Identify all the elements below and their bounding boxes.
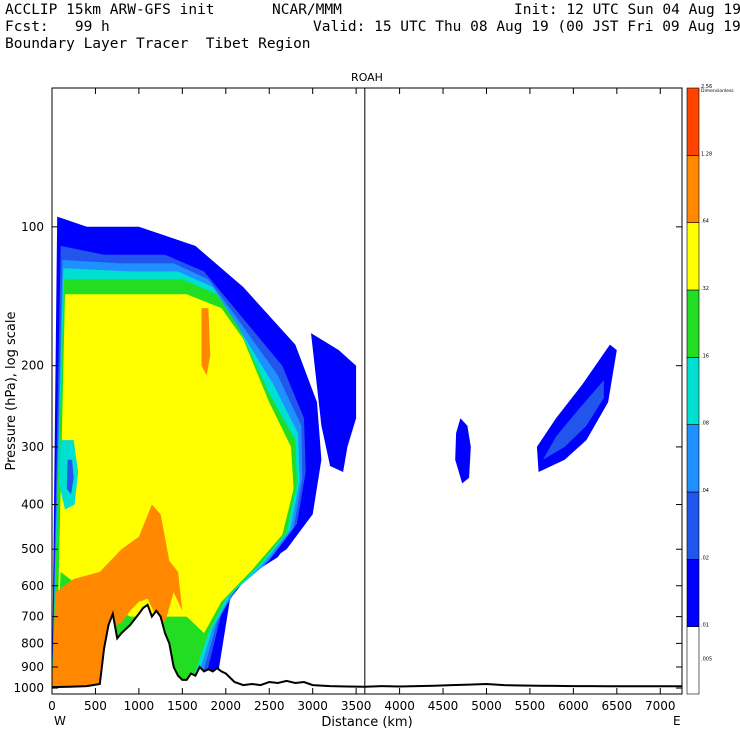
tracer-region-5 — [314, 350, 352, 447]
header-valid: Valid: 15 UTC Thu 08 Aug 19 (00 JST Fri … — [313, 19, 740, 35]
header-org: NCAR/MMM — [272, 2, 342, 18]
terrain-group — [52, 603, 682, 694]
colorbar-level-label: .32 — [701, 286, 709, 292]
y-tick-label: 200 — [21, 359, 44, 373]
chart-title: ROAH — [351, 71, 383, 84]
colorbar-level-label: .005 — [701, 656, 712, 662]
colorbar-level-label: .02 — [701, 555, 709, 561]
header-product: Boundary Layer Tracer Tibet Region — [5, 36, 311, 52]
x-tick-label: 4500 — [428, 699, 459, 713]
y-tick-label: 900 — [21, 660, 44, 674]
terrain-fill — [52, 604, 682, 694]
y-tick-label: 100 — [21, 220, 44, 234]
colorbar-level-label: 1.28 — [701, 151, 712, 157]
tracer-region-13 — [201, 308, 211, 376]
header-model: ACCLIP 15km ARW-GFS init — [5, 2, 215, 18]
x-end-label-right: E — [673, 714, 681, 728]
tracer-region-7 — [543, 380, 604, 460]
tracer-region-2 — [455, 418, 471, 484]
tracer-region-12 — [52, 504, 183, 689]
colorbar-level-label: 2.56 — [701, 84, 712, 90]
x-end-label-left: W — [54, 714, 66, 728]
x-tick-label: 7000 — [645, 699, 676, 713]
colorbar-title: Dimensionless — [701, 88, 734, 94]
colorbar-swatch — [686, 222, 700, 291]
y-tick-label: 500 — [21, 542, 44, 556]
x-tick-label: 5000 — [471, 699, 502, 713]
colorbar-swatch — [686, 491, 700, 560]
colorbar: .005 .01 .02 .04 .08 .16 .32 .64 1.28 2.56Dimensi… — [686, 84, 734, 695]
colorbar-swatch — [686, 289, 700, 358]
y-tick-label: 800 — [21, 636, 44, 650]
x-tick-label: 500 — [84, 699, 107, 713]
header-init: Init: 12 UTC Sun 04 Aug 19 — [514, 2, 740, 18]
colorbar-level-label: .64 — [701, 219, 709, 225]
y-tick-label: 700 — [21, 610, 44, 624]
tracer-region-15 — [66, 459, 74, 495]
y-tick-label: 400 — [21, 498, 44, 512]
y-tick-label: 300 — [21, 440, 44, 454]
colorbar-level-label: .01 — [701, 623, 709, 629]
x-tick-label: 6500 — [602, 699, 633, 713]
terrain-line — [52, 603, 682, 689]
x-tick-label: 1000 — [124, 699, 155, 713]
plot-frame — [51, 87, 683, 695]
x-tick-label: 2000 — [211, 699, 242, 713]
colorbar-swatch — [686, 424, 700, 493]
colorbar-swatch — [686, 155, 700, 223]
colorbar-swatch — [686, 357, 700, 425]
colorbar-level-label: .16 — [701, 353, 709, 359]
x-tick-label: 3000 — [297, 699, 328, 713]
colorbar-level-label: .08 — [701, 421, 709, 427]
tracer-regions — [52, 216, 617, 689]
colorbar-swatch — [686, 626, 700, 695]
colorbar-swatch — [686, 559, 700, 627]
colorbar-level-label: .04 — [701, 488, 709, 494]
x-axis-label: Distance (km) — [321, 715, 412, 730]
header-fcst: Fcst: 99 h — [5, 19, 110, 35]
x-tick-label: 1500 — [167, 699, 198, 713]
y-axis-label: Pressure (hPa), log scale — [4, 312, 19, 471]
x-tick-label: 6000 — [558, 699, 589, 713]
x-tick-label: 3500 — [341, 699, 372, 713]
axes: 0 500 1000 1500 2000 2500 3000 3500 4000 4500 5000… — [13, 88, 682, 713]
colorbar-swatch — [686, 87, 700, 156]
x-tick-label: 2500 — [254, 699, 285, 713]
x-tick-label: 4000 — [384, 699, 415, 713]
y-tick-label: 600 — [21, 579, 44, 593]
x-tick-label: 0 — [48, 699, 56, 713]
y-tick-label: 1000 — [13, 681, 44, 695]
x-tick-label: 5500 — [515, 699, 546, 713]
